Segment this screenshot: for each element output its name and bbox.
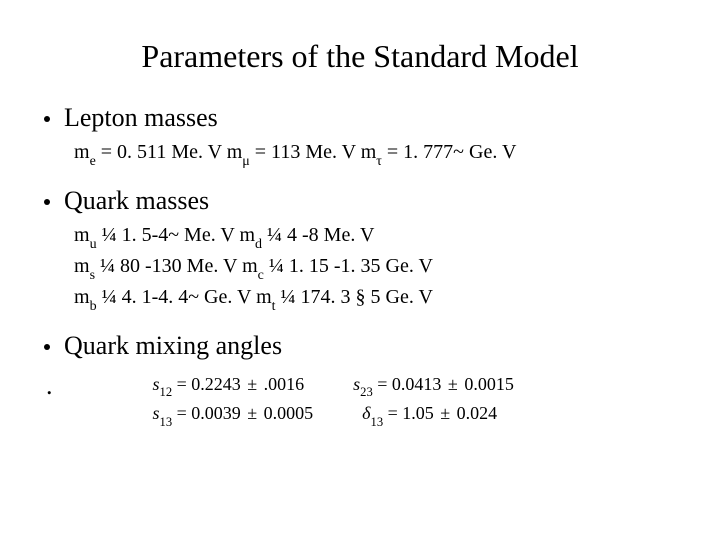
bullet-dot-icon xyxy=(44,344,50,350)
sym-delta: δ xyxy=(362,403,370,423)
sub-e: e xyxy=(90,154,96,169)
sub-t: t xyxy=(272,299,276,314)
bullet-dot-icon xyxy=(44,199,50,205)
sym-m: m xyxy=(242,255,258,277)
bullet-dot-icon xyxy=(44,116,50,122)
e23: 0.0015 xyxy=(464,374,514,394)
sym-m: m xyxy=(74,255,90,277)
slide: Parameters of the Standard Model Lepton … xyxy=(0,0,720,540)
eq: = xyxy=(172,403,191,423)
q14: ¼ xyxy=(97,286,122,308)
sub-tau: τ xyxy=(376,154,382,169)
pm-icon: ± xyxy=(245,403,259,423)
sym-m: m xyxy=(361,141,377,163)
q14: ¼ xyxy=(262,224,287,246)
trailing-dot: . xyxy=(46,371,53,401)
q14: ¼ xyxy=(95,255,120,277)
sym-s: s xyxy=(153,374,160,394)
q14: ¼ xyxy=(276,286,301,308)
v12: 0.2243 xyxy=(191,374,241,394)
val-mc: 1. 15 -1. 35 Ge. V xyxy=(289,255,433,277)
e12: .0016 xyxy=(264,374,305,394)
lepton-values: me = 0. 511 Me. V mμ = 113 Me. V mτ = 1.… xyxy=(74,139,680,170)
v23: 0.0413 xyxy=(392,374,442,394)
bullet-mixing: Quark mixing angles xyxy=(40,331,680,361)
sub-b: b xyxy=(90,299,97,314)
eq: = xyxy=(383,403,402,423)
sub-13b: 13 xyxy=(371,415,384,429)
sub-d: d xyxy=(255,237,262,252)
val-mb: 4. 1-4. 4~ Ge. V xyxy=(122,286,257,308)
q14: ¼ xyxy=(97,224,122,246)
quark-values: mu ¼ 1. 5-4~ Me. V md ¼ 4 -8 Me. V ms ¼ … xyxy=(74,222,680,315)
pm-icon: ± xyxy=(446,374,460,394)
sym-m: m xyxy=(227,141,243,163)
val-me: = 0. 511 Me. V xyxy=(96,141,227,163)
slide-title: Parameters of the Standard Model xyxy=(40,38,680,75)
sym-m: m xyxy=(256,286,272,308)
sym-m: m xyxy=(239,224,255,246)
bullet-quark-label: Quark masses xyxy=(64,186,209,216)
q14: ¼ xyxy=(264,255,289,277)
eq: = xyxy=(373,374,392,394)
bullet-mixing-label: Quark mixing angles xyxy=(64,331,282,361)
val-mtau: = 1. 777~ Ge. V xyxy=(382,141,517,163)
mixing-equations: s12 = 0.2243 ± .0016 s 23 = 0.0413 ± 0.00… xyxy=(153,371,514,430)
bullet-quark: Quark masses xyxy=(40,186,680,216)
val-md: 4 -8 Me. V xyxy=(287,224,374,246)
val-mt: 174. 3 § 5 Ge. V xyxy=(301,286,433,308)
val-ms: 80 -130 Me. V xyxy=(120,255,242,277)
sub-12: 12 xyxy=(160,385,173,399)
pm-icon: ± xyxy=(438,403,452,423)
sym-m: m xyxy=(74,286,90,308)
sym-s: s xyxy=(153,403,160,423)
bullet-lepton-label: Lepton masses xyxy=(64,103,218,133)
eq: = xyxy=(172,374,191,394)
e13: 0.0005 xyxy=(264,403,314,423)
sub-13: 13 xyxy=(160,415,173,429)
sym-m: m xyxy=(74,141,90,163)
sub-c: c xyxy=(258,268,264,283)
val-mu: 1. 5-4~ Me. V xyxy=(122,224,240,246)
pm-icon: ± xyxy=(245,374,259,394)
bullet-lepton: Lepton masses xyxy=(40,103,680,133)
sub-mu: μ xyxy=(242,154,250,169)
ed13: 0.024 xyxy=(457,403,498,423)
sub-23: 23 xyxy=(360,385,373,399)
sub-u: u xyxy=(90,237,97,252)
vd13: 1.05 xyxy=(402,403,434,423)
v13: 0.0039 xyxy=(191,403,241,423)
sym-m: m xyxy=(74,224,90,246)
val-mmu: = 113 Me. V xyxy=(250,141,361,163)
